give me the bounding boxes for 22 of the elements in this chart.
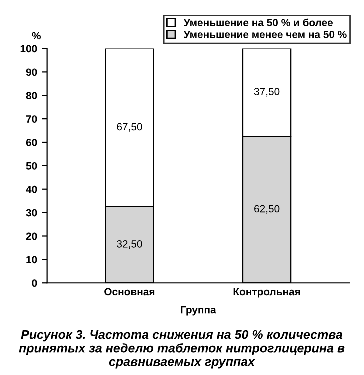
y-tick-label: 50 xyxy=(26,162,38,170)
x-axis-title: Группа xyxy=(181,306,216,316)
y-tick-label: 100 xyxy=(20,45,38,53)
data-label: 32,50 xyxy=(117,240,142,250)
data-label: 62,50 xyxy=(254,205,280,214)
data-label: 37,50 xyxy=(254,88,280,97)
y-tick-label: 30 xyxy=(26,209,38,217)
y-tick-label: 0 xyxy=(32,280,38,287)
y-tick-label: 70 xyxy=(26,116,38,123)
y-tick-label: 20 xyxy=(26,232,38,240)
legend-label: Уменьшение на 50 % и более xyxy=(184,18,334,27)
x-tick-label: Контрольная xyxy=(234,288,300,298)
y-axis-title: % xyxy=(32,32,42,40)
x-tick-label: Основная xyxy=(104,288,155,296)
y-tick-label: 80 xyxy=(26,92,38,100)
data-label: 67,50 xyxy=(117,123,142,132)
y-tick-label: 40 xyxy=(26,186,38,194)
y-tick-label: 10 xyxy=(26,256,38,264)
y-tick-label: 60 xyxy=(26,139,38,146)
legend-label: Уменьшение менее чем на 50 % xyxy=(184,30,347,38)
y-tick-label: 90 xyxy=(26,68,38,76)
text: Рисунок 3. Частота снижения на 50 % количества принятых за неделю таблеток нитроглицерина в сравниваемых группах xyxy=(19,330,345,369)
